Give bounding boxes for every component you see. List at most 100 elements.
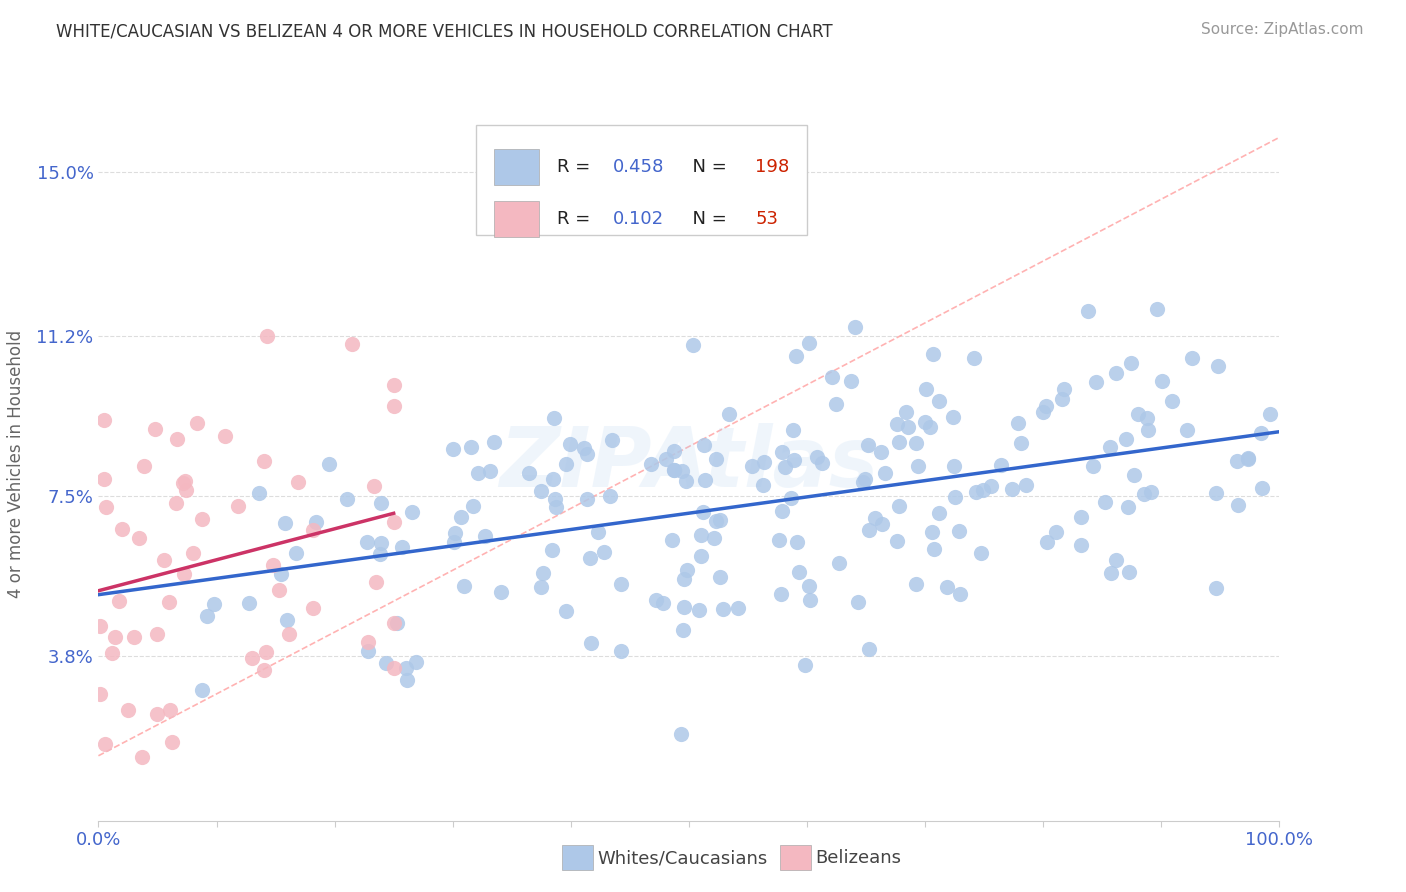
Point: [709, 570, 731, 584]
Point: [174, 474, 197, 488]
Point: [1121, 356, 1143, 370]
Point: [382, 615, 405, 630]
Point: [173, 566, 195, 581]
Point: [450, 510, 472, 524]
Point: [543, 411, 565, 425]
Point: [770, 587, 793, 601]
Point: [1032, 405, 1054, 419]
Point: [727, 600, 749, 615]
Point: [669, 727, 692, 741]
Point: [574, 441, 596, 455]
Point: [382, 378, 405, 392]
Point: [610, 576, 633, 591]
Text: 0.458: 0.458: [613, 158, 665, 176]
Point: [277, 627, 299, 641]
Point: [385, 615, 408, 630]
Point: [461, 499, 484, 513]
Point: [576, 447, 599, 461]
Point: [1099, 566, 1122, 581]
Point: [905, 577, 928, 591]
Point: [370, 495, 392, 509]
Point: [101, 647, 124, 661]
Point: [1236, 452, 1258, 467]
Point: [1160, 394, 1182, 409]
Point: [844, 319, 866, 334]
Point: [342, 336, 364, 351]
Point: [811, 456, 834, 470]
Point: [610, 644, 633, 658]
Point: [688, 603, 710, 617]
Point: [474, 529, 496, 543]
Point: [675, 474, 697, 488]
Point: [907, 458, 929, 473]
Point: [336, 491, 359, 506]
Point: [1140, 485, 1163, 500]
Point: [94, 500, 117, 514]
Point: [1052, 392, 1074, 407]
Point: [945, 491, 967, 505]
Bar: [494, 149, 538, 185]
Point: [1250, 425, 1272, 440]
Point: [195, 609, 218, 624]
Point: [579, 550, 602, 565]
Point: [846, 594, 869, 608]
Point: [602, 433, 624, 447]
Point: [787, 566, 810, 580]
Y-axis label: 4 or more Vehicles in Household: 4 or more Vehicles in Household: [7, 330, 25, 598]
Point: [1001, 482, 1024, 496]
Text: R =: R =: [557, 158, 596, 176]
Point: [671, 464, 693, 478]
Point: [579, 636, 602, 650]
Point: [948, 524, 970, 538]
Point: [467, 467, 489, 481]
Point: [1146, 302, 1168, 317]
Point: [782, 423, 804, 437]
Point: [1104, 553, 1126, 567]
Point: [828, 556, 851, 570]
Point: [922, 347, 945, 361]
Point: [530, 483, 553, 498]
Point: [965, 484, 987, 499]
Point: [555, 457, 578, 471]
Point: [256, 329, 278, 343]
Point: [555, 604, 578, 618]
Point: [544, 491, 567, 506]
Point: [405, 655, 427, 669]
Point: [318, 457, 340, 471]
Point: [704, 514, 727, 528]
Point: [949, 587, 972, 601]
Bar: [494, 201, 538, 236]
Point: [111, 522, 134, 536]
Point: [806, 450, 828, 465]
Point: [673, 572, 696, 586]
Point: [1070, 509, 1092, 524]
Point: [886, 417, 908, 432]
Point: [652, 596, 675, 610]
Point: [491, 585, 513, 599]
Point: [1036, 535, 1059, 549]
Point: [1181, 351, 1204, 365]
Point: [159, 703, 181, 717]
Point: [441, 442, 464, 456]
Point: [172, 476, 194, 491]
Point: [655, 452, 678, 467]
Point: [529, 581, 551, 595]
Point: [793, 658, 815, 673]
Point: [186, 416, 208, 430]
Text: N =: N =: [681, 210, 733, 227]
Text: N =: N =: [681, 158, 733, 176]
Point: [661, 533, 683, 547]
Point: [262, 558, 284, 572]
Point: [799, 593, 821, 607]
Point: [918, 419, 941, 434]
Point: [482, 434, 505, 449]
Point: [703, 531, 725, 545]
Point: [104, 631, 127, 645]
Point: [768, 533, 790, 547]
Point: [858, 523, 880, 537]
Point: [89, 619, 111, 633]
Point: [972, 483, 994, 497]
Point: [586, 525, 609, 540]
Point: [1227, 498, 1250, 512]
Point: [718, 407, 741, 421]
